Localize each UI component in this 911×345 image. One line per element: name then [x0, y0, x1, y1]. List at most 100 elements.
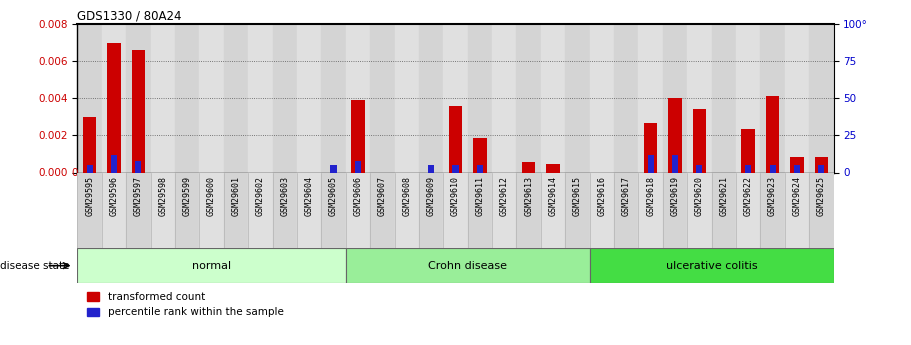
Bar — [272, 24, 297, 172]
Text: GSM29600: GSM29600 — [207, 176, 216, 216]
Text: GSM29601: GSM29601 — [231, 176, 241, 216]
Bar — [467, 24, 492, 172]
Text: GSM29599: GSM29599 — [183, 176, 191, 216]
Bar — [793, 165, 800, 172]
Text: GSM29603: GSM29603 — [281, 176, 290, 216]
Bar — [648, 155, 654, 172]
Bar — [322, 24, 346, 172]
Text: GSM29621: GSM29621 — [720, 176, 728, 216]
Bar — [355, 161, 361, 172]
Bar — [77, 24, 102, 172]
Bar — [297, 24, 322, 172]
Text: GSM29617: GSM29617 — [621, 176, 630, 216]
Bar — [127, 24, 150, 172]
Bar — [444, 172, 467, 248]
Text: GSM29596: GSM29596 — [109, 176, 118, 216]
Bar — [745, 165, 752, 172]
Text: GSM29616: GSM29616 — [598, 176, 607, 216]
Text: GSM29608: GSM29608 — [403, 176, 411, 216]
Bar — [473, 138, 486, 172]
Text: GSM29606: GSM29606 — [353, 176, 363, 216]
Bar — [547, 164, 559, 172]
Bar — [541, 24, 565, 172]
Bar — [711, 24, 736, 172]
Text: GSM29595: GSM29595 — [85, 176, 94, 216]
Bar — [346, 24, 370, 172]
Bar — [672, 155, 678, 172]
Bar — [736, 172, 761, 248]
Bar — [736, 24, 761, 172]
Text: GSM29602: GSM29602 — [256, 176, 265, 216]
Bar — [644, 124, 658, 172]
Text: GSM29615: GSM29615 — [573, 176, 582, 216]
Bar — [322, 172, 346, 248]
Bar — [711, 172, 736, 248]
Bar — [784, 24, 809, 172]
Text: normal: normal — [192, 261, 231, 270]
Bar — [346, 172, 370, 248]
Bar — [428, 165, 435, 172]
Bar — [541, 172, 565, 248]
Bar — [687, 24, 711, 172]
Bar — [370, 24, 394, 172]
Text: GSM29607: GSM29607 — [378, 176, 387, 216]
Text: GSM29619: GSM29619 — [670, 176, 680, 216]
Text: Crohn disease: Crohn disease — [428, 261, 507, 270]
Bar — [687, 172, 711, 248]
Text: ulcerative colitis: ulcerative colitis — [666, 261, 757, 270]
Bar — [150, 172, 175, 248]
Text: GSM29598: GSM29598 — [159, 176, 168, 216]
Bar — [248, 24, 272, 172]
Bar — [394, 24, 419, 172]
Bar — [639, 172, 663, 248]
Bar — [107, 43, 121, 172]
Text: 0: 0 — [71, 168, 77, 177]
Bar — [444, 24, 467, 172]
Text: GDS1330 / 80A24: GDS1330 / 80A24 — [77, 10, 182, 23]
Bar — [248, 172, 272, 248]
Bar — [522, 162, 536, 172]
Bar — [614, 24, 639, 172]
Bar — [77, 172, 102, 248]
Bar — [639, 24, 663, 172]
Bar — [224, 24, 248, 172]
Bar — [809, 24, 834, 172]
Bar — [83, 117, 97, 172]
Bar — [565, 172, 589, 248]
Bar — [272, 172, 297, 248]
Bar — [809, 172, 834, 248]
Bar — [770, 165, 775, 172]
Bar — [766, 97, 779, 172]
Bar — [346, 248, 589, 283]
Bar — [224, 172, 248, 248]
Text: GSM29605: GSM29605 — [329, 176, 338, 216]
Bar — [589, 248, 834, 283]
Bar — [467, 172, 492, 248]
Bar — [663, 172, 687, 248]
Text: GSM29614: GSM29614 — [548, 176, 558, 216]
Text: GSM29612: GSM29612 — [500, 176, 508, 216]
Bar — [589, 24, 614, 172]
Bar — [419, 24, 444, 172]
Bar — [331, 165, 336, 172]
Text: GSM29624: GSM29624 — [793, 176, 802, 216]
Text: GSM29610: GSM29610 — [451, 176, 460, 216]
Bar — [814, 157, 828, 172]
Text: GSM29622: GSM29622 — [743, 176, 752, 216]
Bar — [784, 172, 809, 248]
Bar — [663, 24, 687, 172]
Bar — [476, 165, 483, 172]
Bar — [370, 172, 394, 248]
Text: GSM29597: GSM29597 — [134, 176, 143, 216]
Text: GSM29613: GSM29613 — [524, 176, 533, 216]
Bar — [200, 172, 224, 248]
Bar — [102, 24, 127, 172]
Bar — [127, 172, 150, 248]
Bar — [87, 165, 93, 172]
Text: GSM29611: GSM29611 — [476, 176, 485, 216]
Bar — [77, 248, 346, 283]
Text: GSM29625: GSM29625 — [817, 176, 826, 216]
Bar — [150, 24, 175, 172]
Bar — [419, 172, 444, 248]
Text: GSM29623: GSM29623 — [768, 176, 777, 216]
